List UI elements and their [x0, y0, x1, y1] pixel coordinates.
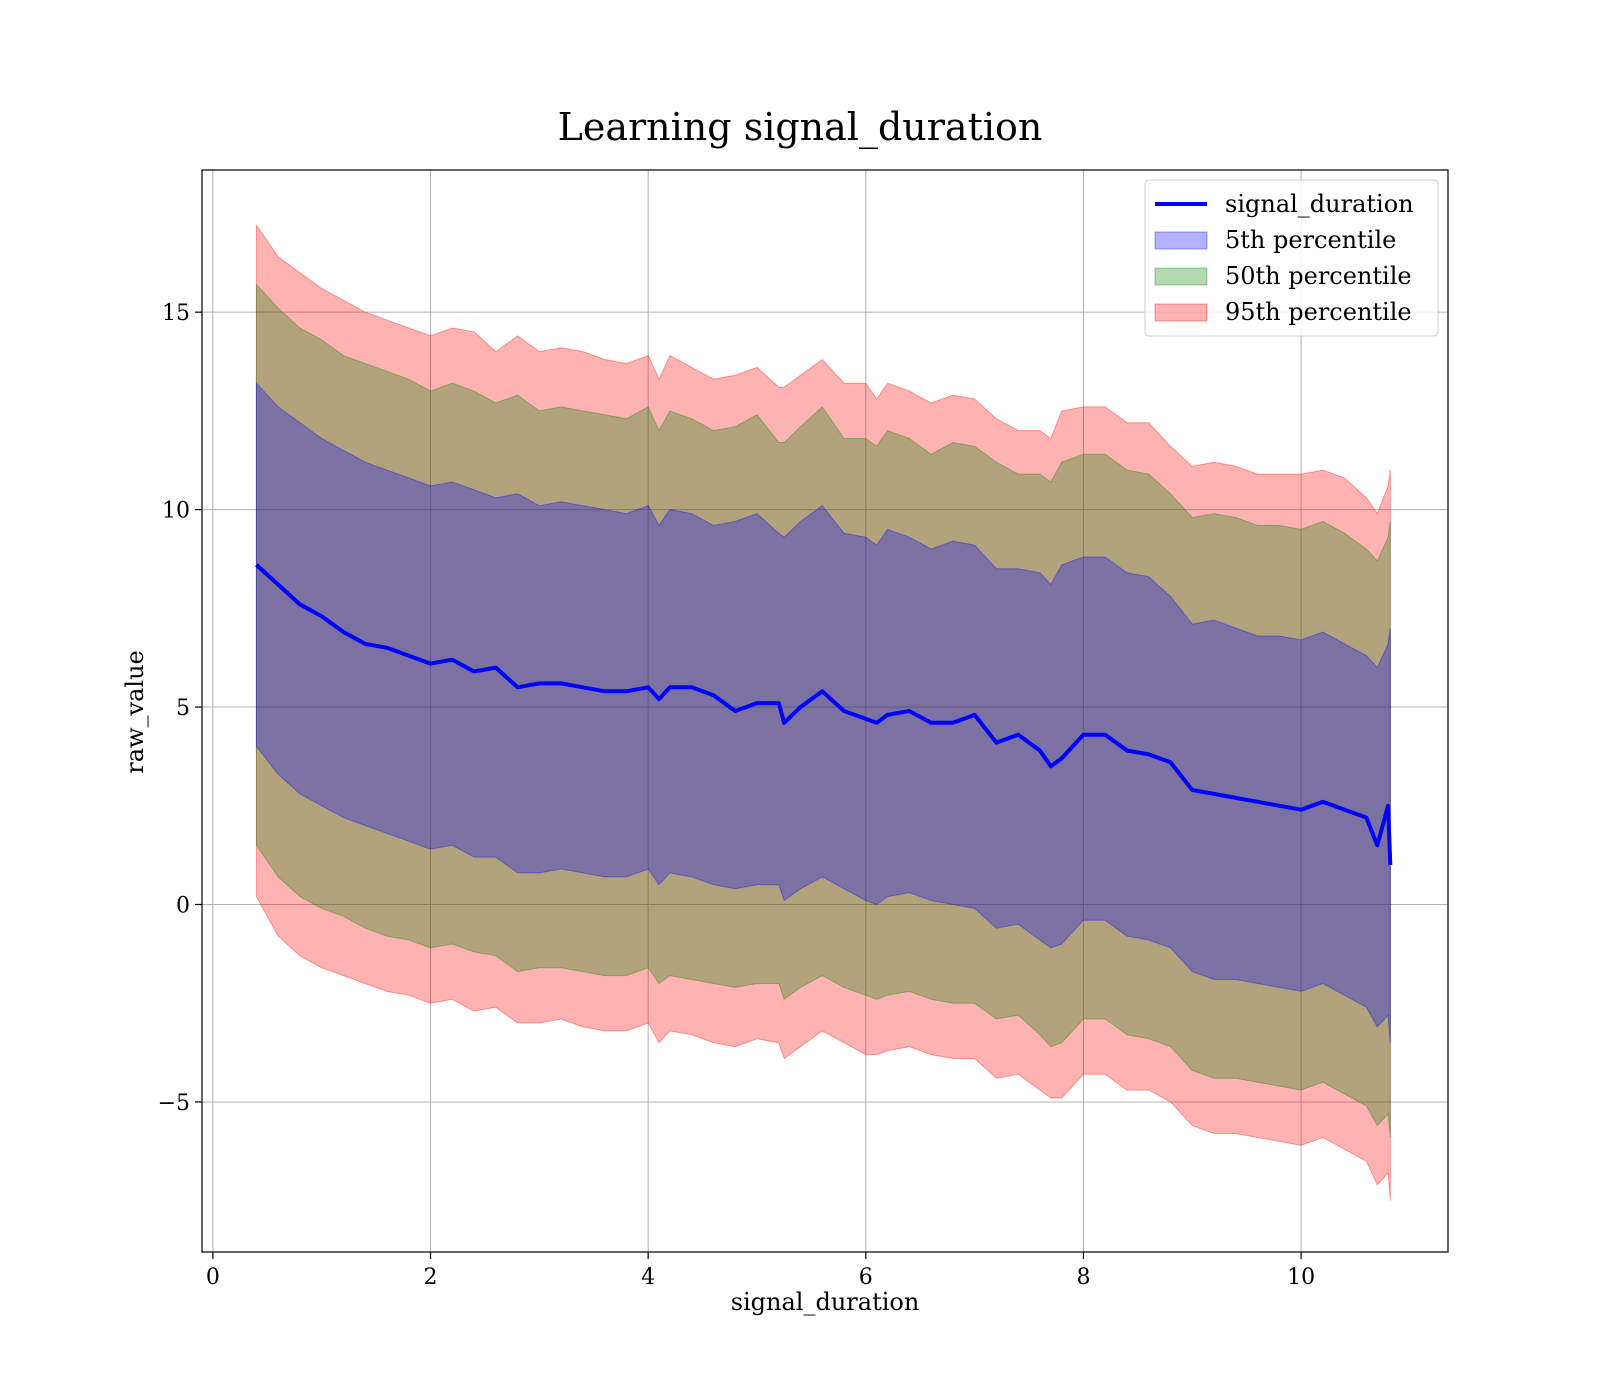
legend-label: 5th percentile: [1225, 226, 1396, 254]
x-axis-label: signal_duration: [731, 1288, 920, 1316]
x-tick-label: 0: [206, 1265, 220, 1290]
plot-frame: [201, 169, 1449, 1253]
band-5th-percentile: [255, 381, 1391, 1043]
x-tick-label: 2: [424, 1265, 438, 1290]
legend-swatch-patch: [1154, 267, 1208, 286]
y-axis-ticks: −5 0 5 10 15: [158, 301, 202, 1116]
y-axis-label: raw_value: [121, 650, 149, 774]
x-axis-ticks: 0 2 4 6 8 10: [206, 1252, 1315, 1290]
percentile-bands: [255, 223, 1391, 1201]
legend: signal_duration 5th percentile 50th percen…: [1144, 179, 1439, 337]
legend-label: 50th percentile: [1225, 262, 1412, 290]
x-tick-label: 4: [641, 1265, 655, 1290]
legend-swatch-patch: [1154, 303, 1208, 322]
legend-label: signal_duration: [1225, 190, 1414, 218]
y-tick-label: 5: [176, 696, 190, 721]
legend-swatch-patch: [1154, 231, 1208, 250]
x-tick-label: 6: [859, 1265, 873, 1290]
chart-title: Learning signal_duration: [558, 105, 1043, 150]
legend-box: [1144, 179, 1439, 337]
x-tick-label: 10: [1287, 1265, 1315, 1290]
y-tick-label: 0: [176, 893, 190, 918]
band-95th-percentile: [255, 223, 1391, 1201]
x-tick-label: 8: [1076, 1265, 1090, 1290]
y-tick-label: 10: [162, 499, 190, 524]
legend-label: 95th percentile: [1225, 298, 1412, 326]
y-tick-label: −5: [158, 1091, 190, 1116]
series-lines: [255, 563, 1393, 866]
grid: [202, 170, 1448, 1252]
band-50th-percentile: [255, 283, 1391, 1138]
series-line-signal-duration: [255, 563, 1393, 866]
y-tick-label: 15: [162, 301, 190, 326]
